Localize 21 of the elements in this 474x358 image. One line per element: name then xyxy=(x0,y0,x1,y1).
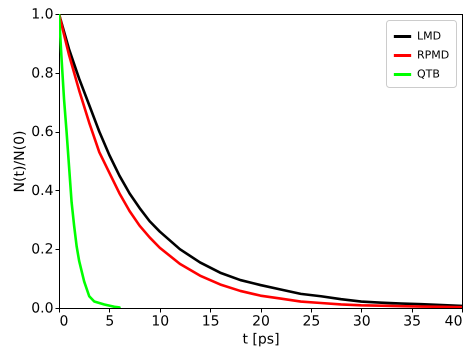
x-tick-label: 25 xyxy=(302,314,320,330)
legend-label: RPMD xyxy=(417,48,450,62)
x-tick-label: 30 xyxy=(352,314,371,330)
x-tick-label: 15 xyxy=(202,314,220,330)
x-tick-label: 40 xyxy=(444,314,462,330)
legend-label: LMD xyxy=(417,30,442,42)
x-tick-label: 5 xyxy=(105,314,114,330)
y-tick-label: 1.0 xyxy=(31,6,54,22)
y-tick-label: 0.8 xyxy=(31,65,54,82)
y-tick-label: 0.2 xyxy=(31,242,54,258)
y-axis-title: N(t)/N(0) xyxy=(12,130,28,192)
x-tick-label: 0 xyxy=(60,314,68,330)
legend-label: QTB xyxy=(417,68,440,80)
y-tick-label: 0.6 xyxy=(31,124,54,140)
x-axis-title: t [ps] xyxy=(242,332,280,348)
line-series xyxy=(59,14,121,308)
x-tick-label: 35 xyxy=(403,314,422,330)
x-tick-label: 20 xyxy=(252,314,270,330)
y-tick-label: 0.0 xyxy=(31,300,54,316)
x-tick-label: 10 xyxy=(151,314,170,330)
y-tick-label: 0.4 xyxy=(31,182,54,199)
